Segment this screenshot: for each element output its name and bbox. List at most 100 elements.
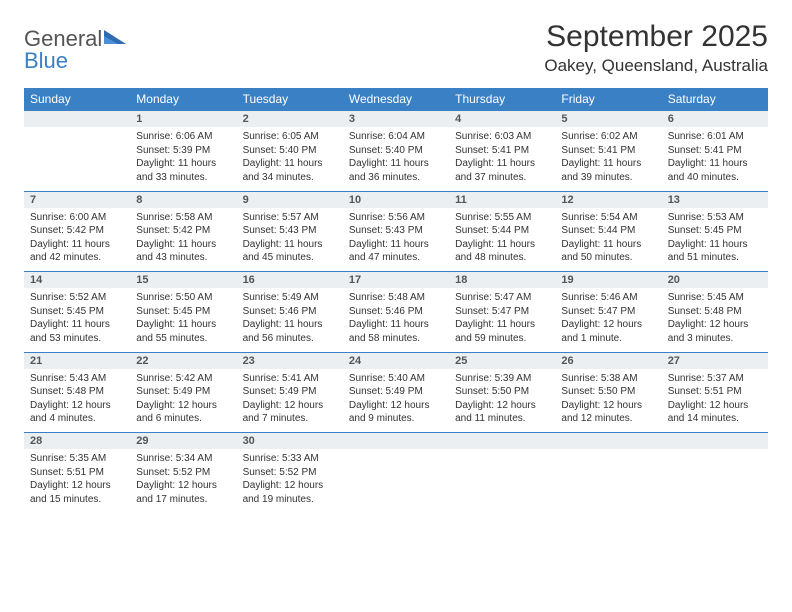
sunrise-text: Sunrise: 5:48 AM xyxy=(349,291,443,305)
day-number-cell: 25 xyxy=(449,352,555,369)
sunset-text: Sunset: 5:45 PM xyxy=(668,224,762,238)
day-info-cell: Sunrise: 6:05 AMSunset: 5:40 PMDaylight:… xyxy=(237,127,343,191)
day-number-cell: 8 xyxy=(130,191,236,208)
daylight-text-1: Daylight: 11 hours xyxy=(30,238,124,252)
day-number-cell xyxy=(449,433,555,450)
day-number-cell xyxy=(343,433,449,450)
daylight-text-2: and 42 minutes. xyxy=(30,251,124,265)
daylight-text-1: Daylight: 12 hours xyxy=(561,318,655,332)
daylight-text-2: and 53 minutes. xyxy=(30,332,124,346)
daylight-text-2: and 1 minute. xyxy=(561,332,655,346)
daylight-text-2: and 17 minutes. xyxy=(136,493,230,507)
day-number-cell: 17 xyxy=(343,272,449,289)
day-number-row: 123456 xyxy=(24,111,768,128)
sunrise-text: Sunrise: 5:53 AM xyxy=(668,211,762,225)
sunrise-text: Sunrise: 5:49 AM xyxy=(243,291,337,305)
daylight-text-2: and 40 minutes. xyxy=(668,171,762,185)
header: General Blue September 2025 Oakey, Queen… xyxy=(24,20,768,76)
day-info-row: Sunrise: 6:00 AMSunset: 5:42 PMDaylight:… xyxy=(24,208,768,272)
day-number-cell: 13 xyxy=(662,191,768,208)
daylight-text-1: Daylight: 12 hours xyxy=(561,399,655,413)
daylight-text-1: Daylight: 11 hours xyxy=(668,157,762,171)
sunrise-text: Sunrise: 5:40 AM xyxy=(349,372,443,386)
day-number-cell: 24 xyxy=(343,352,449,369)
daylight-text-1: Daylight: 11 hours xyxy=(455,318,549,332)
sunrise-text: Sunrise: 5:41 AM xyxy=(243,372,337,386)
day-info-cell: Sunrise: 5:56 AMSunset: 5:43 PMDaylight:… xyxy=(343,208,449,272)
calendar-table: Sunday Monday Tuesday Wednesday Thursday… xyxy=(24,88,768,513)
sunrise-text: Sunrise: 5:42 AM xyxy=(136,372,230,386)
day-info-cell: Sunrise: 5:54 AMSunset: 5:44 PMDaylight:… xyxy=(555,208,661,272)
sunset-text: Sunset: 5:40 PM xyxy=(349,144,443,158)
daylight-text-2: and 47 minutes. xyxy=(349,251,443,265)
daylight-text-2: and 19 minutes. xyxy=(243,493,337,507)
sunset-text: Sunset: 5:50 PM xyxy=(455,385,549,399)
sunset-text: Sunset: 5:42 PM xyxy=(30,224,124,238)
day-number-cell: 4 xyxy=(449,111,555,128)
day-number-cell: 6 xyxy=(662,111,768,128)
day-info-cell: Sunrise: 5:49 AMSunset: 5:46 PMDaylight:… xyxy=(237,288,343,352)
day-info-cell xyxy=(343,449,449,513)
sunrise-text: Sunrise: 5:39 AM xyxy=(455,372,549,386)
sunrise-text: Sunrise: 6:05 AM xyxy=(243,130,337,144)
day-info-cell: Sunrise: 5:50 AMSunset: 5:45 PMDaylight:… xyxy=(130,288,236,352)
day-info-cell: Sunrise: 5:53 AMSunset: 5:45 PMDaylight:… xyxy=(662,208,768,272)
sunrise-text: Sunrise: 6:04 AM xyxy=(349,130,443,144)
brand-logo: General Blue xyxy=(24,20,130,72)
day-number-cell: 28 xyxy=(24,433,130,450)
brand-name-part2: Blue xyxy=(24,48,68,73)
daylight-text-1: Daylight: 12 hours xyxy=(136,399,230,413)
day-number-cell: 19 xyxy=(555,272,661,289)
location-label: Oakey, Queensland, Australia xyxy=(544,56,768,76)
brand-name: General Blue xyxy=(24,28,130,72)
sunset-text: Sunset: 5:42 PM xyxy=(136,224,230,238)
sunset-text: Sunset: 5:46 PM xyxy=(349,305,443,319)
day-number-cell: 26 xyxy=(555,352,661,369)
day-info-cell: Sunrise: 5:37 AMSunset: 5:51 PMDaylight:… xyxy=(662,369,768,433)
daylight-text-1: Daylight: 11 hours xyxy=(243,318,337,332)
sunset-text: Sunset: 5:41 PM xyxy=(668,144,762,158)
daylight-text-1: Daylight: 12 hours xyxy=(243,479,337,493)
day-info-row: Sunrise: 5:52 AMSunset: 5:45 PMDaylight:… xyxy=(24,288,768,352)
sunrise-text: Sunrise: 5:47 AM xyxy=(455,291,549,305)
day-number-cell: 20 xyxy=(662,272,768,289)
daylight-text-1: Daylight: 11 hours xyxy=(455,238,549,252)
weekday-header: Thursday xyxy=(449,88,555,111)
sunset-text: Sunset: 5:46 PM xyxy=(243,305,337,319)
day-number-cell: 21 xyxy=(24,352,130,369)
daylight-text-2: and 11 minutes. xyxy=(455,412,549,426)
sunrise-text: Sunrise: 6:03 AM xyxy=(455,130,549,144)
day-info-cell: Sunrise: 5:33 AMSunset: 5:52 PMDaylight:… xyxy=(237,449,343,513)
day-info-cell: Sunrise: 5:42 AMSunset: 5:49 PMDaylight:… xyxy=(130,369,236,433)
day-number-cell: 12 xyxy=(555,191,661,208)
day-info-cell: Sunrise: 5:35 AMSunset: 5:51 PMDaylight:… xyxy=(24,449,130,513)
daylight-text-1: Daylight: 12 hours xyxy=(30,479,124,493)
day-info-cell: Sunrise: 5:58 AMSunset: 5:42 PMDaylight:… xyxy=(130,208,236,272)
day-info-row: Sunrise: 5:43 AMSunset: 5:48 PMDaylight:… xyxy=(24,369,768,433)
daylight-text-1: Daylight: 11 hours xyxy=(243,157,337,171)
daylight-text-2: and 50 minutes. xyxy=(561,251,655,265)
day-info-cell: Sunrise: 5:39 AMSunset: 5:50 PMDaylight:… xyxy=(449,369,555,433)
day-number-row: 78910111213 xyxy=(24,191,768,208)
weekday-header-row: Sunday Monday Tuesday Wednesday Thursday… xyxy=(24,88,768,111)
sunrise-text: Sunrise: 5:57 AM xyxy=(243,211,337,225)
daylight-text-2: and 6 minutes. xyxy=(136,412,230,426)
day-number-cell xyxy=(555,433,661,450)
day-info-cell: Sunrise: 5:40 AMSunset: 5:49 PMDaylight:… xyxy=(343,369,449,433)
daylight-text-1: Daylight: 12 hours xyxy=(668,399,762,413)
day-info-row: Sunrise: 6:06 AMSunset: 5:39 PMDaylight:… xyxy=(24,127,768,191)
daylight-text-2: and 39 minutes. xyxy=(561,171,655,185)
day-info-cell: Sunrise: 6:01 AMSunset: 5:41 PMDaylight:… xyxy=(662,127,768,191)
day-number-cell: 16 xyxy=(237,272,343,289)
daylight-text-1: Daylight: 11 hours xyxy=(349,157,443,171)
daylight-text-1: Daylight: 11 hours xyxy=(243,238,337,252)
sunrise-text: Sunrise: 5:37 AM xyxy=(668,372,762,386)
day-info-cell: Sunrise: 6:06 AMSunset: 5:39 PMDaylight:… xyxy=(130,127,236,191)
title-block: September 2025 Oakey, Queensland, Austra… xyxy=(544,20,768,76)
day-number-cell: 27 xyxy=(662,352,768,369)
daylight-text-1: Daylight: 11 hours xyxy=(349,238,443,252)
daylight-text-1: Daylight: 11 hours xyxy=(561,157,655,171)
day-info-cell: Sunrise: 5:34 AMSunset: 5:52 PMDaylight:… xyxy=(130,449,236,513)
day-info-cell: Sunrise: 6:02 AMSunset: 5:41 PMDaylight:… xyxy=(555,127,661,191)
sunrise-text: Sunrise: 5:52 AM xyxy=(30,291,124,305)
